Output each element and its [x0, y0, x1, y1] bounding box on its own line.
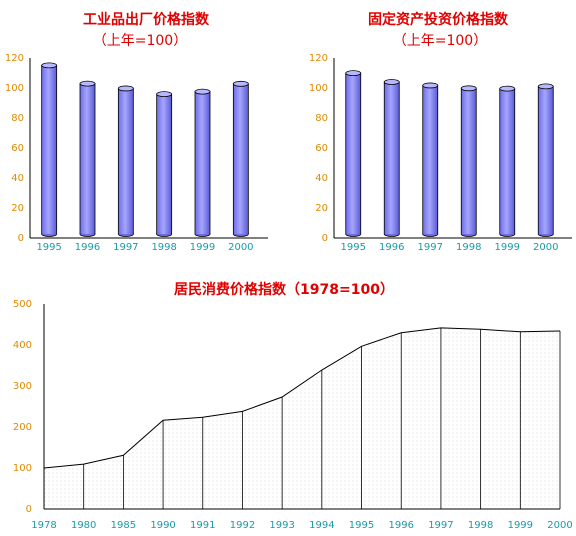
y-tick-label: 0: [18, 233, 24, 244]
chart-subtitle: （上年=100）: [393, 33, 487, 49]
x-tick-label: 2000: [533, 242, 558, 253]
y-axis-ticks: 0 100 200 300 400 500: [13, 299, 32, 515]
x-tick-label: 1999: [495, 242, 520, 253]
x-tick-label: 1992: [230, 520, 255, 531]
x-tick-label: 1998: [456, 242, 481, 253]
x-tick-label: 1993: [269, 520, 294, 531]
chart-subtitle: （上年=100）: [93, 33, 187, 49]
x-tick-label: 1991: [190, 520, 215, 531]
bar: [41, 62, 58, 237]
x-tick-label: 1994: [309, 520, 334, 531]
y-tick-label: 100: [309, 83, 328, 94]
consumer-price-chart: 居民消费价格指数（1978=100） 0 100 200 300 400 500 1978…: [13, 281, 573, 531]
y-tick-label: 200: [13, 422, 32, 433]
fixed-asset-price-chart: 固定资产投资价格指数 （上年=100） 0 20 40 60 80 100 120 1995…: [309, 11, 572, 253]
bar: [79, 80, 96, 237]
x-tick-label: 1996: [75, 242, 100, 253]
x-tick-label: 1996: [389, 520, 414, 531]
area-fill: [44, 327, 560, 509]
y-tick-label: 20: [11, 203, 24, 214]
y-tick-label: 60: [11, 143, 24, 154]
x-tick-label: 1997: [418, 242, 443, 253]
x-tick-label: 2000: [547, 520, 572, 531]
x-tick-label: 1998: [151, 242, 176, 253]
chart-title: 固定资产投资价格指数: [368, 11, 509, 28]
x-tick-label: 1997: [428, 520, 453, 531]
y-axis-ticks: 0 20 40 60 80 100 120: [5, 53, 24, 244]
x-tick-label: 1990: [150, 520, 175, 531]
y-tick-label: 20: [315, 203, 328, 214]
x-axis-ticks: 1995 1996 1997 1998 1999 2000: [341, 242, 559, 253]
x-tick-label: 1985: [111, 520, 136, 531]
x-tick-label: 1997: [113, 242, 138, 253]
y-tick-label: 80: [315, 113, 328, 124]
x-tick-label: 1998: [468, 520, 493, 531]
area-series: [43, 327, 561, 509]
y-tick-label: 40: [11, 173, 24, 184]
x-tick-label: 1980: [71, 520, 96, 531]
y-tick-label: 100: [5, 83, 24, 94]
y-tick-label: 60: [315, 143, 328, 154]
x-tick-label: 1996: [379, 242, 404, 253]
bar: [117, 85, 134, 237]
x-tick-label: 1999: [190, 242, 215, 253]
x-tick-label: 1999: [508, 520, 533, 531]
y-tick-label: 300: [13, 381, 32, 392]
y-tick-label: 120: [309, 53, 328, 64]
x-tick-label: 1995: [341, 242, 366, 253]
bar: [460, 85, 477, 237]
y-tick-label: 120: [5, 53, 24, 64]
x-tick-label: 1995: [349, 520, 374, 531]
x-tick-label: 1995: [36, 242, 61, 253]
y-tick-label: 80: [11, 113, 24, 124]
y-tick-label: 400: [13, 340, 32, 351]
x-tick-label: 2000: [228, 242, 253, 253]
bars: [41, 62, 249, 237]
bar: [345, 70, 362, 237]
bar: [156, 91, 173, 237]
y-tick-label: 40: [315, 173, 328, 184]
x-axis-ticks: 1995 1996 1997 1998 1999 2000: [36, 242, 253, 253]
bar: [383, 79, 400, 237]
chart-title: 居民消费价格指数（1978=100）: [174, 281, 394, 298]
bar: [499, 85, 516, 237]
x-tick-label: 1978: [31, 520, 56, 531]
chart-title: 工业品出厂价格指数: [83, 11, 210, 28]
x-axis-ticks: 1978 1980 1985 1990 1991 1992 1993 1994 1995 1996…: [31, 520, 572, 531]
bar: [232, 80, 249, 237]
bar: [422, 82, 439, 237]
series-line: [43, 327, 561, 469]
bar: [194, 88, 211, 237]
bar: [537, 83, 554, 237]
y-axis-ticks: 0 20 40 60 80 100 120: [309, 53, 328, 244]
y-tick-label: 0: [322, 233, 328, 244]
y-tick-label: 500: [13, 299, 32, 310]
bars: [345, 70, 554, 237]
y-tick-label: 0: [26, 504, 32, 515]
y-tick-label: 100: [13, 463, 32, 474]
